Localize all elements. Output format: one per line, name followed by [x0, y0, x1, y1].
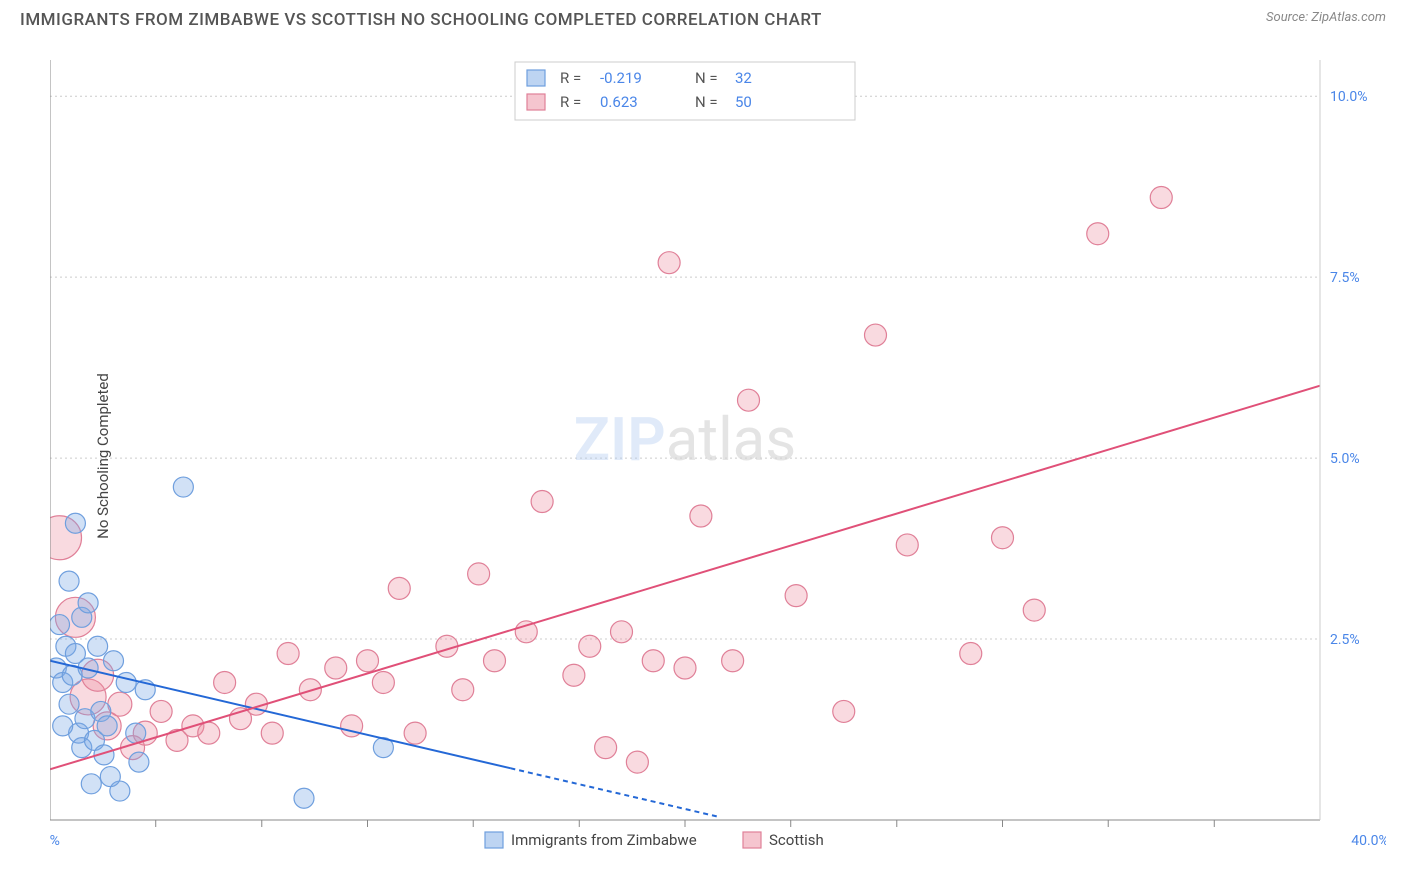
data-point	[277, 643, 299, 665]
data-point	[722, 650, 744, 672]
y-tick-label: 7.5%	[1330, 270, 1360, 286]
data-point	[896, 534, 918, 556]
legend-n-value: 32	[735, 69, 752, 87]
data-point	[214, 671, 236, 693]
data-point	[674, 657, 696, 679]
data-point	[357, 650, 379, 672]
legend-swatch	[527, 70, 545, 86]
data-point	[388, 577, 410, 599]
data-point	[294, 788, 314, 808]
data-point	[78, 593, 98, 613]
source-citation: Source: ZipAtlas.com	[1266, 10, 1386, 25]
data-point	[960, 643, 982, 665]
trend-line-dashed	[510, 768, 716, 816]
data-point	[150, 700, 172, 722]
x-legend-swatch	[743, 832, 761, 848]
data-point	[563, 664, 585, 686]
data-point	[611, 621, 633, 643]
legend-n-label: N =	[695, 93, 718, 111]
data-point	[53, 716, 73, 736]
legend-n-label: N =	[695, 69, 718, 87]
data-point	[88, 636, 108, 656]
x-legend-label: Immigrants from Zimbabwe	[511, 831, 697, 849]
data-point	[59, 571, 79, 591]
scatter-plot: 2.5% 5.0% 7.5% 10.0% ZIPatlas 0.0% 40.0% R = -0.…	[50, 50, 1386, 862]
data-point	[198, 722, 220, 744]
data-point	[484, 650, 506, 672]
title-bar: IMMIGRANTS FROM ZIMBABWE VS SCOTTISH NO …	[0, 0, 1406, 30]
watermark: ZIPatlas	[574, 404, 797, 475]
x-legend-label: Scottish	[769, 831, 824, 849]
data-point	[372, 671, 394, 693]
x-max-label: 40.0%	[1351, 833, 1386, 849]
data-point	[785, 585, 807, 607]
data-point	[50, 615, 70, 635]
data-point	[81, 774, 101, 794]
data-point	[261, 722, 283, 744]
data-point	[531, 491, 553, 513]
legend-swatch	[527, 94, 545, 110]
x-min-label: 0.0%	[50, 833, 60, 849]
data-point	[1150, 187, 1172, 209]
y-axis-label: No Schooling Completed	[94, 373, 112, 539]
data-point	[865, 324, 887, 346]
x-legend-swatch	[485, 832, 503, 848]
data-point	[1087, 223, 1109, 245]
data-point	[100, 767, 120, 787]
legend-r-value: 0.623	[600, 93, 638, 111]
data-point	[738, 389, 760, 411]
y-tick-label: 2.5%	[1330, 632, 1360, 648]
chart-title: IMMIGRANTS FROM ZIMBABWE VS SCOTTISH NO …	[20, 10, 822, 30]
data-point	[595, 737, 617, 759]
data-point	[579, 635, 601, 657]
data-point	[325, 657, 347, 679]
data-point	[690, 505, 712, 527]
data-point	[1023, 599, 1045, 621]
data-point	[104, 651, 124, 671]
legend-r-label: R =	[560, 69, 581, 87]
data-point	[404, 722, 426, 744]
data-point	[59, 694, 79, 714]
chart-area: No Schooling Completed 2.5% 5.0% 7.5% 10.0%…	[50, 50, 1386, 862]
data-point	[833, 700, 855, 722]
data-point	[642, 650, 664, 672]
data-point	[658, 252, 680, 274]
legend-n-value: 50	[735, 93, 752, 111]
data-point	[126, 723, 146, 743]
data-point	[626, 751, 648, 773]
data-point	[65, 513, 85, 533]
data-point	[97, 716, 117, 736]
legend-r-value: -0.219	[600, 69, 642, 87]
data-point	[173, 477, 193, 497]
data-point	[992, 527, 1014, 549]
data-point	[108, 692, 132, 716]
y-tick-label: 5.0%	[1330, 451, 1360, 467]
y-tick-label: 10.0%	[1330, 89, 1368, 105]
data-point	[468, 563, 490, 585]
data-point	[116, 672, 136, 692]
legend-r-label: R =	[560, 93, 581, 111]
data-point	[452, 679, 474, 701]
data-point	[129, 752, 149, 772]
